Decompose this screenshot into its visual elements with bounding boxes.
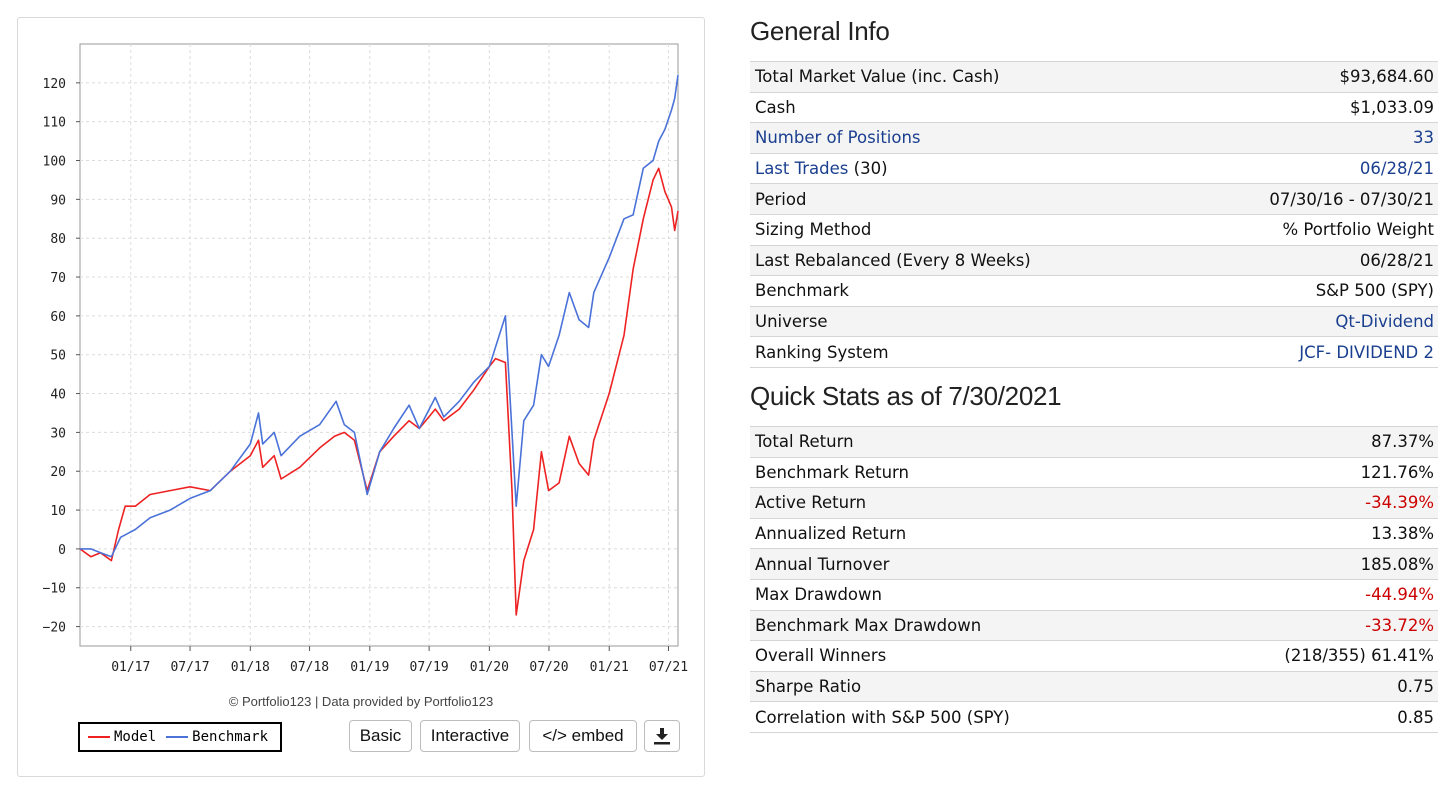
legend-item-benchmark: Benchmark — [166, 729, 268, 745]
positions-link[interactable]: Number of Positions — [755, 128, 921, 148]
series-line-model — [79, 167, 679, 616]
series-line-benchmark — [80, 74, 679, 558]
y-tick-label: 20 — [50, 465, 66, 480]
stats-row-max-drawdown: Max Drawdown -44.94% — [750, 580, 1438, 611]
stats-row-total-return: Total Return 87.37% — [750, 427, 1438, 458]
info-row-period: Period 07/30/16 - 07/30/21 — [750, 184, 1438, 215]
x-tick-label: 01/18 — [231, 660, 270, 675]
quick-stats-title: Quick Stats as of 7/30/2021 — [750, 381, 1062, 411]
stats-row-benchmark-return: Benchmark Return 121.76% — [750, 458, 1438, 489]
info-row-positions: Number of Positions 33 — [750, 123, 1438, 154]
y-tick-label: 70 — [50, 271, 66, 286]
y-tick-label: 10 — [50, 504, 66, 519]
chart-legend: Model Benchmark — [78, 722, 283, 752]
x-tick-label: 01/19 — [350, 660, 389, 675]
quick-stats-table: Total Return 87.37% Benchmark Return 121.7… — [750, 426, 1438, 733]
y-tick-label: 0 — [58, 543, 66, 558]
info-row-benchmark: Benchmark S&P 500 (SPY) — [750, 276, 1438, 307]
stats-row-overall-winners: Overall Winners (218/355) 61.41% — [750, 641, 1438, 672]
general-info-table: Total Market Value (inc. Cash) $93,684.60… — [750, 61, 1438, 368]
interactive-button[interactable]: Interactive — [420, 720, 520, 752]
embed-button[interactable]: </> embed — [529, 720, 637, 752]
stats-row-benchmark-max-drawdown: Benchmark Max Drawdown -33.72% — [750, 610, 1438, 642]
y-tick-label: 40 — [50, 388, 66, 403]
x-tick-label: 01/21 — [590, 660, 629, 675]
y-tick-label: −20 — [43, 621, 66, 636]
y-tick-label: 100 — [43, 155, 66, 170]
x-tick-label: 07/19 — [410, 660, 449, 675]
y-tick-label: 80 — [50, 232, 66, 247]
y-tick-label: 120 — [43, 77, 66, 92]
x-tick-label: 07/17 — [170, 660, 209, 675]
last-trades-date-link[interactable]: 06/28/21 — [1359, 159, 1434, 179]
x-tick-label: 01/20 — [470, 660, 509, 675]
x-tick-label: 07/20 — [529, 660, 568, 675]
stats-row-annualized-return: Annualized Return 13.38% — [750, 519, 1438, 550]
stats-row-annual-turnover: Annual Turnover 185.08% — [750, 549, 1438, 580]
basic-button[interactable]: Basic — [349, 720, 412, 752]
legend-label-benchmark: Benchmark — [192, 729, 269, 745]
info-row-last-trades: Last Trades (30) 06/28/21 — [750, 154, 1438, 185]
y-tick-label: −10 — [43, 582, 66, 597]
universe-link[interactable]: Qt-Dividend — [1335, 312, 1434, 332]
plot-area — [79, 43, 679, 647]
chart-panel: −20 −10 0 10 20 30 40 50 60 70 80 90 100 110 120 01/17 0… — [17, 17, 705, 777]
x-tick-label: 07/18 — [290, 660, 329, 675]
x-tick-label: 07/21 — [649, 660, 688, 675]
info-row-sizing-method: Sizing Method% Portfolio Weight — [750, 215, 1438, 246]
general-info-title: General Info — [750, 16, 890, 46]
info-row-cash: Cash $1,033.09 — [750, 93, 1438, 124]
x-tick-label: 01/17 — [111, 660, 150, 675]
info-row-universe: Universe Qt-Dividend — [750, 306, 1438, 338]
info-row-last-rebalanced: Last Rebalanced (Every 8 Weeks) 06/28/21 — [750, 245, 1438, 277]
y-tick-label: 90 — [50, 193, 66, 208]
stats-row-active-return: Active Return -34.39% — [750, 488, 1438, 519]
performance-chart: −20 −10 0 10 20 30 40 50 60 70 80 90 100 110 120 01/17 0… — [43, 43, 688, 675]
download-button[interactable] — [644, 720, 680, 752]
last-trades-link[interactable]: Last Trades — [755, 159, 849, 179]
ranking-system-link[interactable]: JCF- DIVIDEND 2 — [1299, 342, 1434, 362]
y-tick-label: 50 — [50, 349, 66, 364]
legend-label-model: Model — [114, 729, 157, 745]
info-row-total-market-value: Total Market Value (inc. Cash) $93,684.60 — [750, 62, 1438, 93]
stats-row-sharpe-ratio: Sharpe Ratio 0.75 — [750, 671, 1438, 703]
y-tick-label: 60 — [50, 310, 66, 325]
stats-row-correlation: Correlation with S&P 500 (SPY) 0.85 — [750, 702, 1438, 733]
positions-count-link[interactable]: 33 — [1413, 128, 1434, 148]
info-row-ranking-system: Ranking System JCF- DIVIDEND 2 — [750, 337, 1438, 368]
legend-item-model: Model — [88, 729, 156, 745]
chart-credit: © Portfolio123 | Data provided by Portfo… — [228, 694, 494, 709]
y-tick-label: 110 — [43, 116, 66, 131]
y-tick-label: 30 — [50, 426, 66, 441]
download-icon — [654, 728, 670, 745]
